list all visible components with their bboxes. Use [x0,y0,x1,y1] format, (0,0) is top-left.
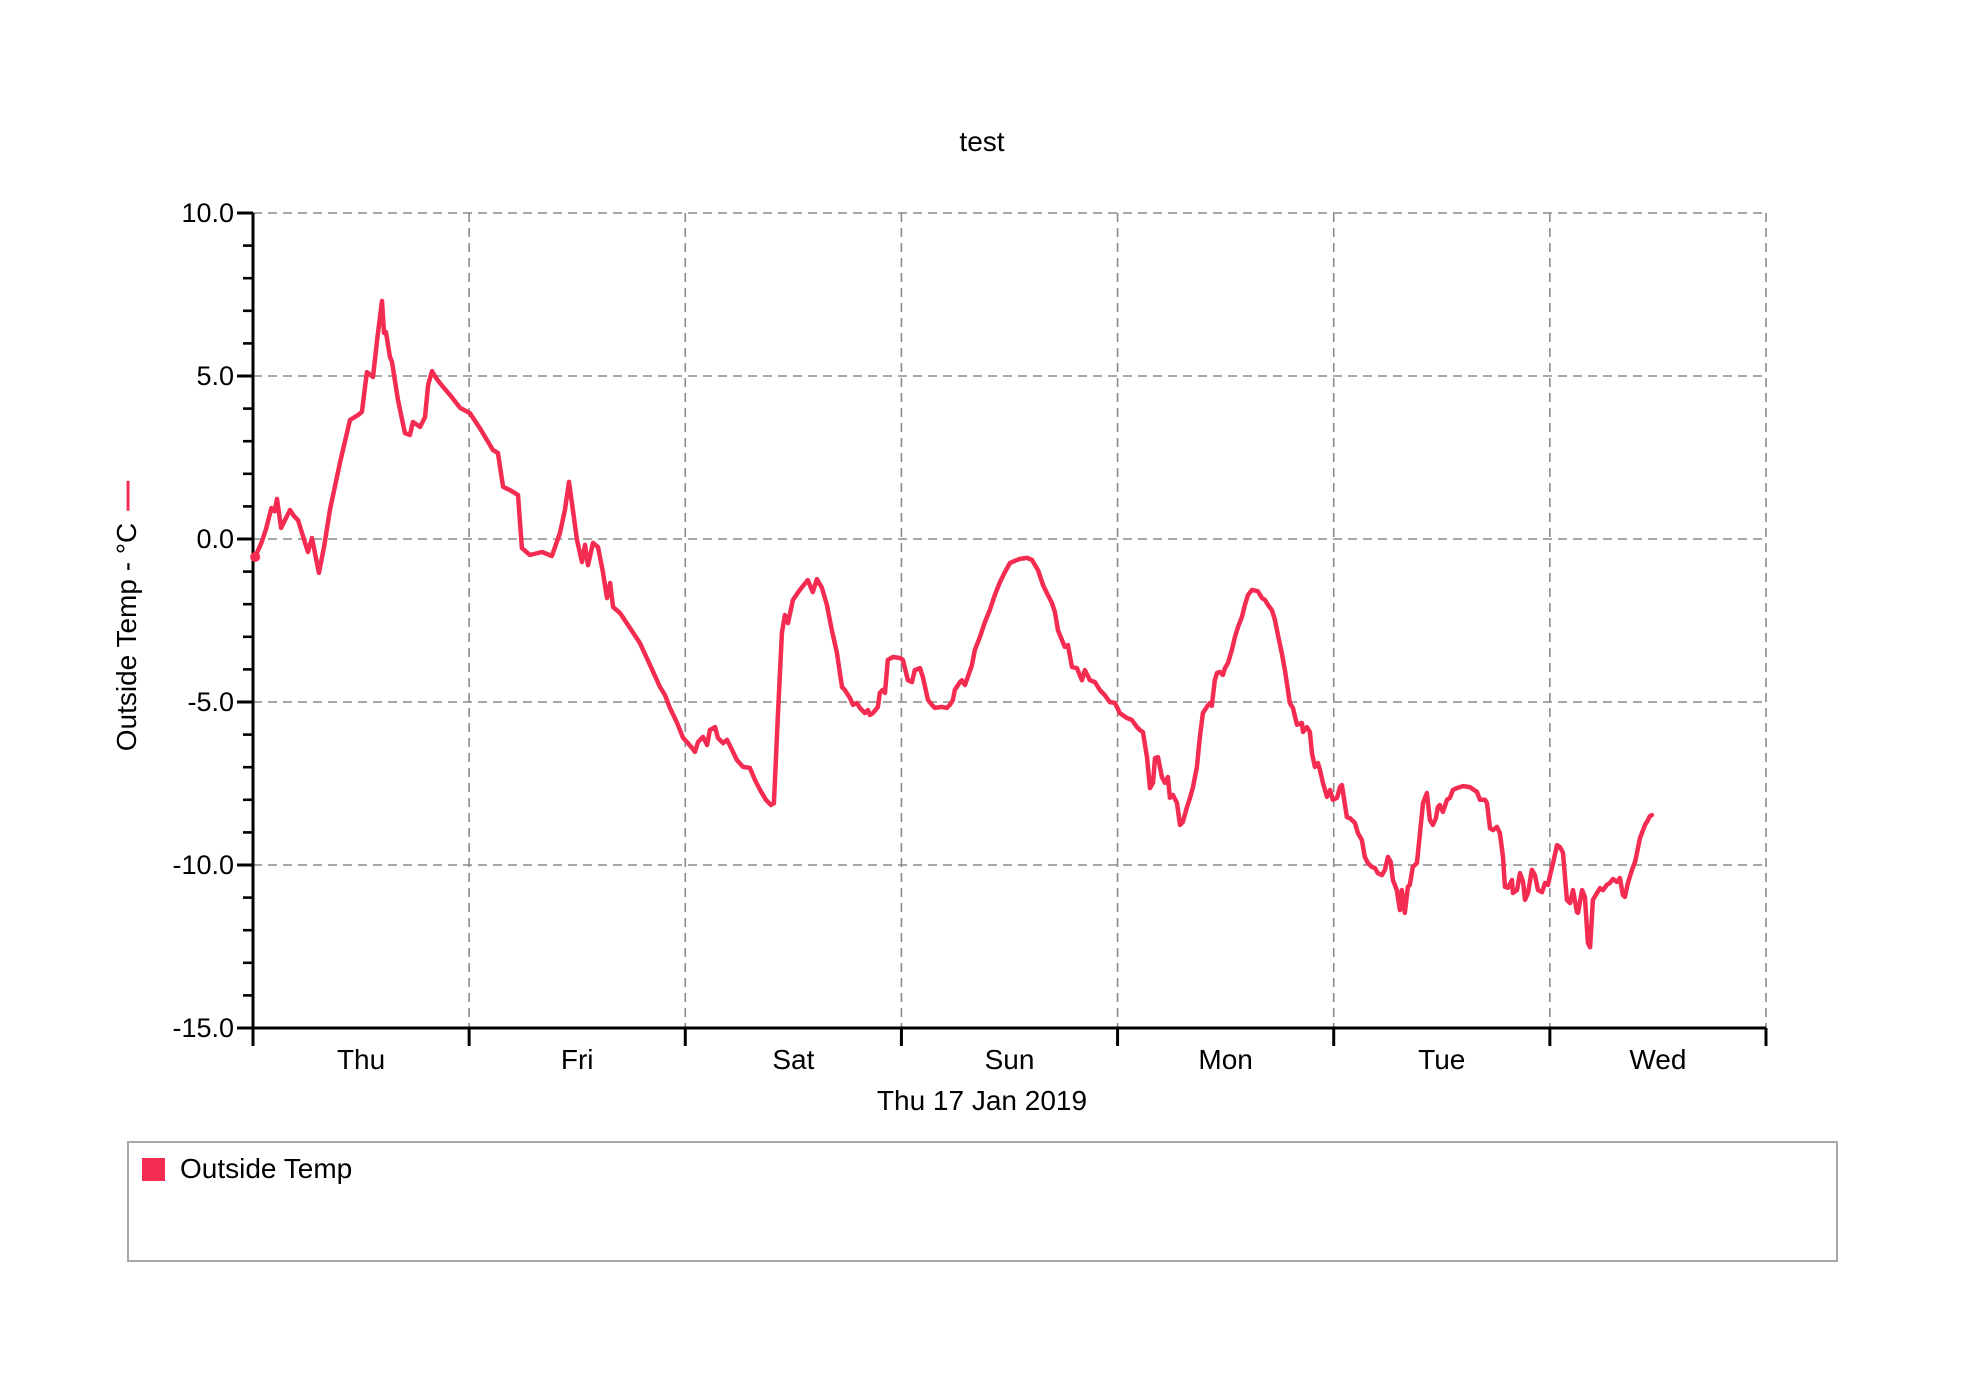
y-tick-label: 5.0 [196,361,234,391]
line-start-dot [250,551,261,562]
y-tick-label: -5.0 [187,687,234,717]
x-day-label: Mon [1198,1044,1252,1075]
legend-label: Outside Temp [180,1153,353,1184]
x-day-label: Fri [561,1044,594,1075]
outside-temp-line [252,298,1655,950]
legend-color-swatch [142,1157,165,1181]
y-tick-label: -15.0 [172,1013,234,1043]
x-day-label: Sun [985,1044,1035,1075]
y-axis-label: Outside Temp - °C — [107,216,147,1016]
y-tick-label: 0.0 [196,524,234,554]
y-axis-label-text: Outside Temp - °C [111,522,142,752]
y-tick-label: 10.0 [181,198,234,228]
legend-entry: Outside Temp [142,1153,352,1185]
chart-title: test [959,126,1005,157]
y-tick-label: -10.0 [172,850,234,880]
y-axis-series-dash: — [110,480,143,511]
x-day-label: Wed [1629,1044,1686,1075]
x-day-label: Thu [337,1044,385,1075]
x-axis-label: Thu 17 Jan 2019 [876,1085,1088,1116]
legend: Outside Temp [127,1141,1838,1262]
x-day-label: Sat [772,1044,814,1075]
x-day-label: Tue [1418,1044,1465,1075]
